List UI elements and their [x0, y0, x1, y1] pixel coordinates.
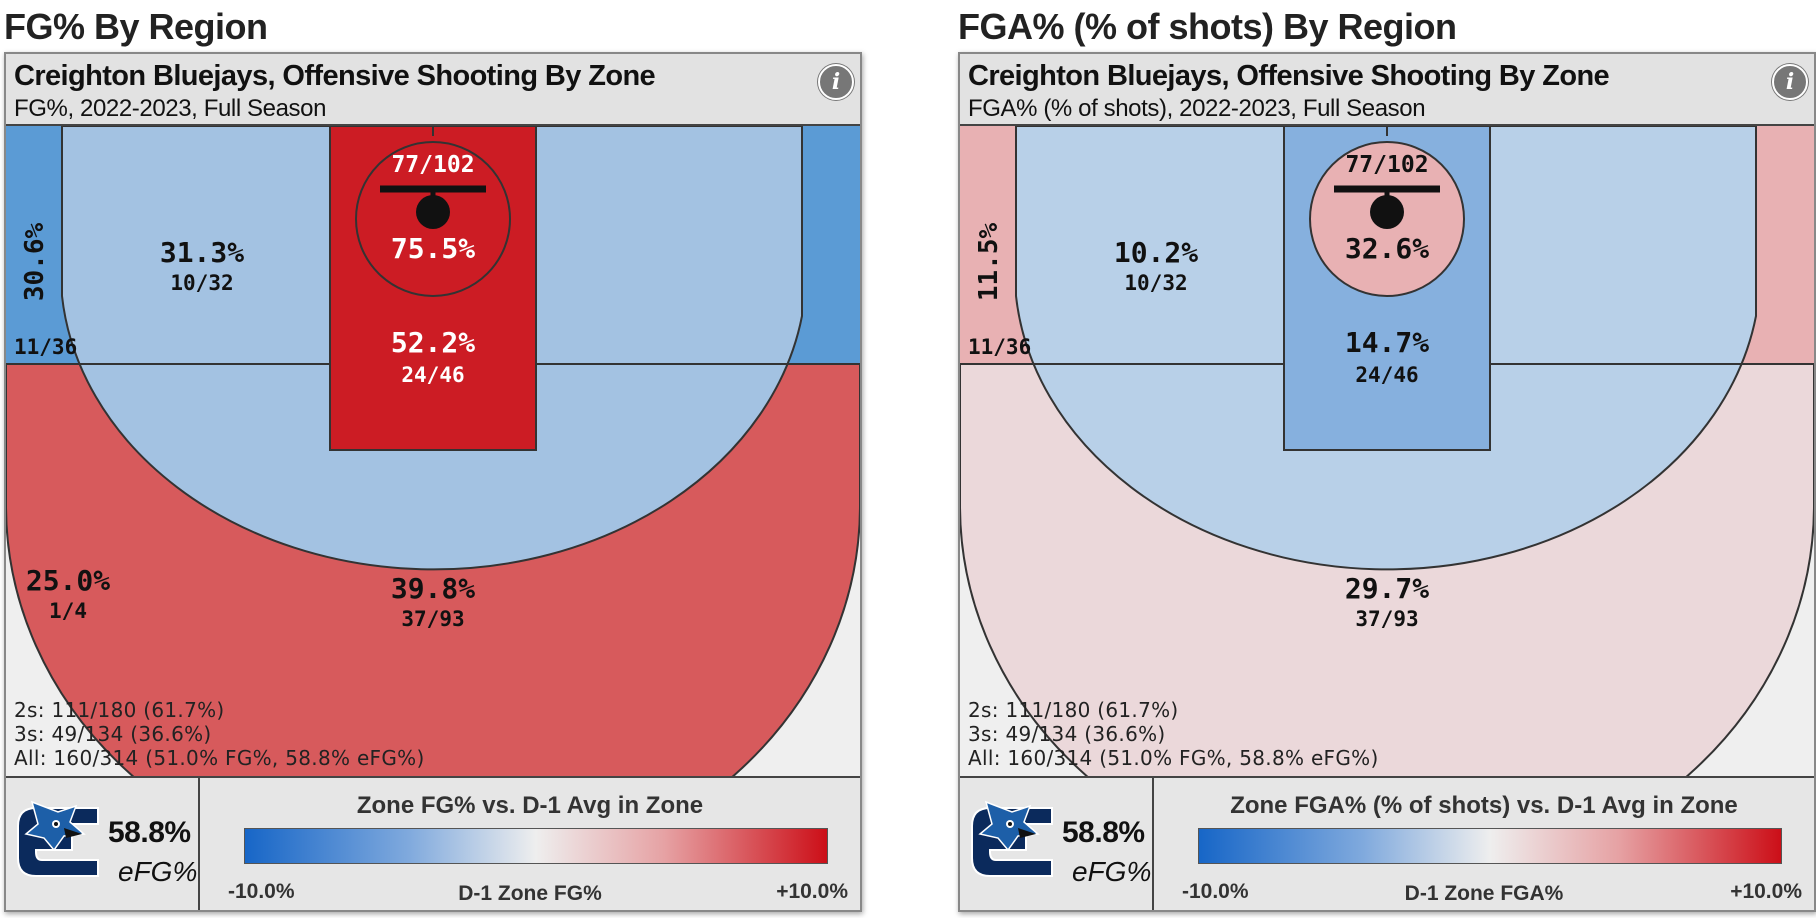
chart-header: Creighton Bluejays, Offensive Shooting B… [6, 54, 860, 126]
corner-value: 11.5% [974, 223, 1004, 302]
section-title-fg: FG% By Region [4, 6, 268, 47]
chart-footer: 58.8% eFG% Zone FGA% (% of shots) vs. D-… [960, 776, 1814, 910]
legend-title: Zone FG% vs. D-1 Avg in Zone [356, 792, 704, 819]
hoop [416, 195, 450, 229]
legend-center-label: D-1 Zone FG% [458, 882, 602, 905]
midrange-value: 31.3% [160, 236, 244, 269]
efg-label: eFG% [1072, 856, 1152, 887]
hoop [1370, 195, 1404, 229]
efg-label: eFG% [118, 856, 198, 887]
totals-3s: 3s: 49/134 (36.6%) [14, 722, 212, 746]
chart-title: Creighton Bluejays, Offensive Shooting B… [968, 60, 1610, 92]
totals-all: All: 160/314 (51.0% FG%, 58.8% eFG%) [14, 746, 425, 770]
chart-card-fga: Creighton Bluejays, Offensive Shooting B… [958, 52, 1816, 912]
totals-2s: 2s: 111/180 (61.7%) [14, 698, 225, 722]
rim-value: 75.5% [391, 232, 475, 265]
paint-makes: 24/46 [401, 363, 464, 387]
info-icon[interactable]: i [818, 64, 854, 100]
paint-makes: 24/46 [1355, 363, 1418, 387]
team-efg-panel: 58.8% eFG% [6, 778, 200, 910]
chart-subtitle: FGA% (% of shots), 2022-2023, Full Seaso… [968, 95, 1426, 122]
legend-max: +10.0% [1730, 880, 1802, 903]
section-title-fga: FGA% (% of shots) By Region [958, 6, 1457, 47]
court-svg: 77/102 75.5% 52.2% 24/46 31.3% 10/32 30.… [6, 126, 860, 776]
efg-value: 58.8% [108, 816, 191, 849]
rim-makes: 77/102 [391, 152, 474, 178]
legend-gradient-bar [244, 828, 828, 864]
chart-card-fg: Creighton Bluejays, Offensive Shooting B… [4, 52, 862, 912]
legend-gradient-bar [1198, 828, 1782, 864]
creighton-bluejay-logo [17, 800, 99, 877]
midrange-makes: 10/32 [170, 271, 233, 295]
deep-value: 25.0% [26, 564, 110, 597]
team-efg-panel: 58.8% eFG% [960, 778, 1154, 910]
legend-max: +10.0% [776, 880, 848, 903]
legend-title: Zone FGA% (% of shots) vs. D-1 Avg in Zo… [1230, 792, 1738, 819]
paint-value: 14.7% [1345, 326, 1429, 359]
paint-value: 52.2% [391, 326, 475, 359]
shot-chart-court: 77/102 75.5% 52.2% 24/46 31.3% 10/32 30.… [6, 126, 860, 776]
arc3-value: 39.8% [391, 572, 475, 605]
shot-chart-court: 77/102 32.6% 14.7% 24/46 10.2% 10/32 11.… [960, 126, 1814, 776]
deep-makes: 1/4 [49, 599, 87, 623]
midrange-makes: 10/32 [1124, 271, 1187, 295]
corner-value: 30.6% [20, 223, 50, 302]
legend-center-label: D-1 Zone FGA% [1404, 882, 1564, 905]
chart-footer: 58.8% eFG% Zone FG% vs. D-1 Avg in Zone … [6, 776, 860, 910]
legend-min: -10.0% [1182, 880, 1249, 903]
totals-3s: 3s: 49/134 (36.6%) [968, 722, 1166, 746]
legend-min: -10.0% [228, 880, 295, 903]
totals-2s: 2s: 111/180 (61.7%) [968, 698, 1179, 722]
arc3-value: 29.7% [1345, 572, 1429, 605]
court-svg: 77/102 32.6% 14.7% 24/46 10.2% 10/32 11.… [960, 126, 1814, 776]
arc3-makes: 37/93 [401, 607, 464, 631]
totals-summary: 2s: 111/180 (61.7%) 3s: 49/134 (36.6%) A… [14, 698, 425, 770]
arc3-makes: 37/93 [1355, 607, 1418, 631]
chart-title: Creighton Bluejays, Offensive Shooting B… [14, 60, 656, 92]
corner-makes: 11/36 [968, 335, 1031, 359]
midrange-value: 10.2% [1114, 236, 1198, 269]
rim-value: 32.6% [1345, 232, 1429, 265]
corner-makes: 11/36 [14, 335, 77, 359]
chart-subtitle: FG%, 2022-2023, Full Season [14, 95, 327, 122]
creighton-bluejay-logo [971, 800, 1053, 877]
efg-value: 58.8% [1062, 816, 1145, 849]
rim-makes: 77/102 [1345, 152, 1428, 178]
totals-summary: 2s: 111/180 (61.7%) 3s: 49/134 (36.6%) A… [968, 698, 1379, 770]
totals-all: All: 160/314 (51.0% FG%, 58.8% eFG%) [968, 746, 1379, 770]
chart-header: Creighton Bluejays, Offensive Shooting B… [960, 54, 1814, 126]
info-icon[interactable]: i [1772, 64, 1808, 100]
